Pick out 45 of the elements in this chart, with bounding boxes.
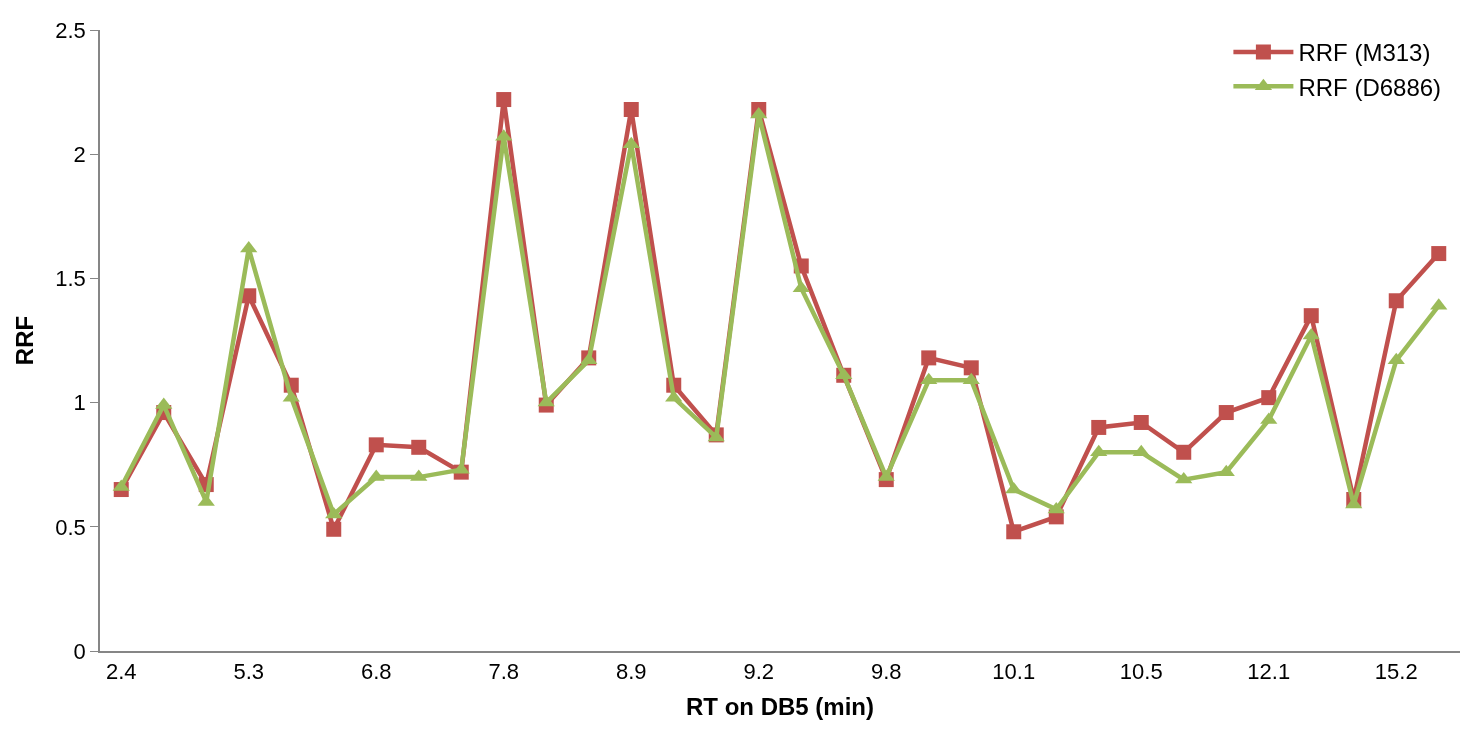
point — [1387, 352, 1405, 365]
point — [1133, 414, 1149, 430]
point — [1261, 390, 1277, 406]
legend-label: RRF (D6886) — [1298, 73, 1442, 101]
point — [1431, 246, 1447, 262]
point — [1218, 405, 1234, 421]
x-tick-label: 6.8 — [360, 659, 392, 685]
point — [792, 280, 810, 293]
point — [750, 106, 768, 119]
point — [1091, 419, 1107, 435]
point — [963, 360, 979, 376]
point — [496, 92, 512, 108]
point — [1006, 524, 1022, 540]
x-tick-label: 8.9 — [615, 659, 647, 685]
point — [368, 437, 384, 453]
point — [325, 506, 343, 519]
x-tick-label: 12.1 — [1247, 659, 1291, 685]
y-tick-label: 0 — [73, 638, 86, 664]
point — [1090, 444, 1108, 457]
y-tick-label: 0.5 — [55, 514, 86, 540]
point — [921, 350, 937, 366]
point — [326, 521, 342, 537]
x-tick-label: 10.1 — [992, 659, 1036, 685]
x-axis-title: RT on DB5 (min) — [686, 692, 874, 720]
x-tick-label: 7.8 — [488, 659, 520, 685]
x-tick-label: 10.5 — [1119, 659, 1163, 685]
x-tick-label: 9.8 — [870, 659, 902, 685]
x-tick-label: 5.3 — [233, 659, 265, 685]
point — [1303, 308, 1319, 324]
x-tick-label: 9.2 — [743, 659, 775, 685]
point — [623, 101, 639, 117]
x-tick-label: 2.4 — [105, 659, 137, 685]
y-tick-label: 1 — [73, 390, 86, 416]
legend-label: RRF (M313) — [1298, 39, 1431, 67]
y-tick-label: 2.5 — [55, 17, 86, 43]
x-tick-label: 15.2 — [1374, 659, 1418, 685]
y-axis-title: RRF — [10, 315, 38, 366]
y-tick-label: 2 — [73, 141, 86, 167]
point — [1047, 501, 1065, 514]
y-tick-label: 1.5 — [55, 266, 86, 292]
point — [1388, 293, 1404, 309]
point — [1132, 444, 1150, 457]
point — [622, 136, 640, 149]
point — [1176, 444, 1192, 460]
point — [411, 439, 427, 455]
